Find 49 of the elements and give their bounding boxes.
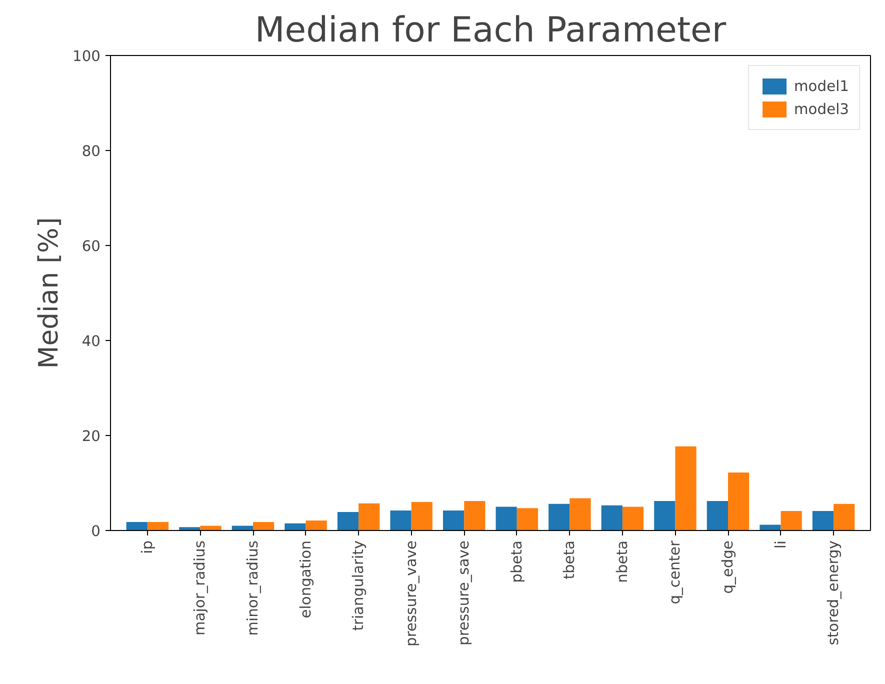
x-tick-label: stored_energy [825, 540, 842, 646]
bar [253, 522, 274, 530]
bar [812, 511, 834, 530]
bar [284, 523, 306, 530]
bar [834, 504, 855, 530]
x-tick-label: pressure_save [456, 540, 473, 646]
bar [601, 505, 622, 530]
x-tick-label: li [772, 540, 790, 549]
chart-title: Median for Each Parameter [254, 10, 727, 50]
bar [548, 504, 570, 530]
bar [443, 510, 464, 530]
bar [780, 511, 802, 530]
bar [516, 508, 538, 530]
y-tick-label: 40 [82, 333, 101, 350]
bar [706, 501, 728, 530]
x-tick-label: triangularity [350, 540, 368, 631]
bar [306, 520, 327, 530]
x-tick-label: ip [138, 540, 156, 554]
bar [728, 472, 750, 530]
y-tick-label: 100 [72, 48, 101, 65]
bar [411, 502, 432, 530]
x-tick-label: pbeta [508, 540, 526, 583]
bar [622, 506, 644, 530]
y-tick-label: 20 [82, 428, 101, 445]
y-tick-label: 80 [82, 143, 101, 160]
y-tick-label: 60 [82, 238, 101, 255]
x-tick-label: q_center [666, 540, 684, 604]
bar [179, 527, 200, 530]
bar [675, 446, 696, 530]
bar [464, 501, 486, 530]
x-tick-label: elongation [297, 540, 314, 618]
bar [654, 501, 676, 530]
x-tick-label: nbeta [614, 540, 631, 583]
y-axis-title: Median [%] [34, 217, 65, 369]
legend-label: model1 [794, 78, 849, 94]
bar [496, 506, 517, 530]
legend-label: model3 [794, 100, 849, 118]
x-tick-label: q_edge [720, 540, 736, 594]
bar [358, 503, 380, 530]
x-tick-label: major_radius [192, 540, 209, 636]
bar [390, 510, 412, 530]
bar [147, 522, 169, 530]
bar [570, 498, 591, 530]
x-tick-label: minor_radius [244, 540, 262, 636]
x-tick-label: tbeta [561, 540, 578, 580]
x-tick-label: pressure_vave [402, 540, 420, 646]
bar [126, 522, 148, 530]
bar [337, 512, 359, 530]
y-tick-label: 0 [91, 523, 101, 540]
